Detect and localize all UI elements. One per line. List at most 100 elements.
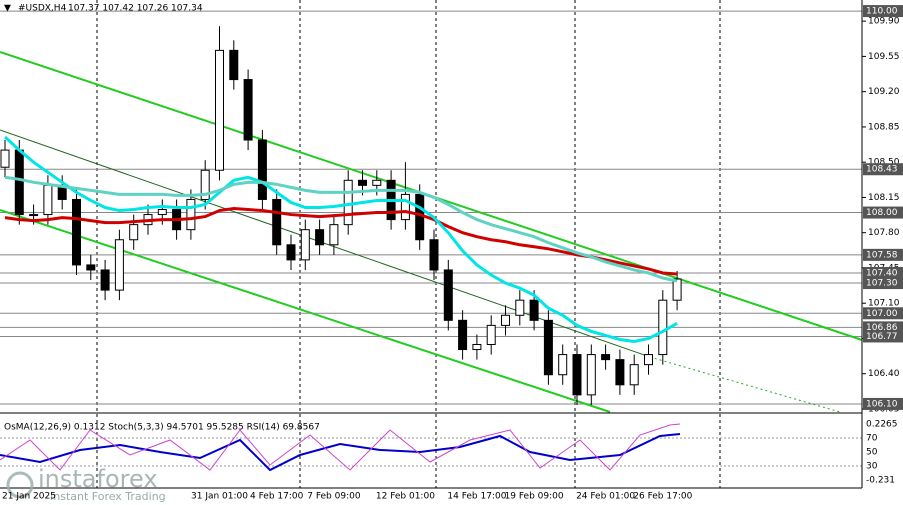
y-tick-label: 108.50 — [868, 158, 900, 168]
levels — [0, 10, 862, 405]
x-tick-label: 26 Feb 17:00 — [633, 492, 692, 502]
candle-body — [114, 239, 124, 291]
candle-body — [472, 344, 482, 351]
candle-body — [443, 269, 453, 321]
candle-body — [400, 193, 410, 221]
y-tick-label: 109.90 — [868, 17, 900, 27]
candle-body — [72, 198, 81, 266]
candle-body — [14, 149, 24, 216]
x-tick-label: 12 Feb 01:00 — [376, 492, 435, 502]
candle-body — [629, 364, 639, 386]
level-box — [863, 248, 903, 261]
candle-body — [257, 139, 267, 200]
candle-body — [672, 278, 682, 301]
candle-body — [358, 179, 367, 186]
level-label: 107.00 — [866, 309, 898, 319]
x-tick-label: 4 Feb 17:00 — [250, 492, 304, 502]
candle-body — [315, 229, 325, 246]
candle-body — [29, 214, 39, 217]
level-box — [863, 330, 903, 343]
menu-arrow[interactable]: ▼ — [4, 4, 11, 14]
candle-body — [372, 179, 382, 186]
x-tick-label: 21 Jan 2025 — [2, 492, 56, 502]
candle-body — [572, 354, 582, 396]
moving-average — [4, 175, 678, 283]
x-tick-label: 24 Feb 01:00 — [576, 492, 635, 502]
candle-body — [229, 49, 239, 81]
candle-body — [429, 239, 439, 271]
level-label: 107.58 — [866, 250, 898, 260]
indicator-title: OsMA(12,26,9) 0.1312 Stoch(5,3,3) 94.570… — [4, 423, 320, 433]
candle-body — [0, 149, 10, 168]
level-box — [863, 266, 903, 279]
candle-body — [272, 198, 282, 246]
candle-body — [329, 224, 339, 246]
candle-body — [186, 198, 196, 231]
candle-body — [644, 354, 653, 366]
candle-body — [243, 79, 253, 141]
level-box — [863, 307, 903, 320]
candle-body — [601, 354, 611, 361]
candle-body — [501, 314, 510, 326]
candle-body — [200, 169, 210, 200]
watermark: instaforex Instant Forex Trading — [6, 465, 166, 503]
candle-body — [558, 354, 568, 376]
candle-body — [515, 299, 525, 316]
candle-body — [658, 299, 668, 356]
indicator-scale: 50 — [866, 448, 878, 458]
candle-body — [215, 49, 224, 171]
candle-body — [157, 209, 167, 216]
y-tick-label: 109.20 — [868, 87, 900, 97]
level-label: 107.30 — [866, 279, 898, 289]
level-box — [863, 163, 903, 176]
x-tick-label: 7 Feb 09:00 — [307, 492, 361, 502]
candle-body — [129, 224, 139, 241]
y-tick-label: 107.80 — [868, 228, 900, 238]
candle-body — [458, 319, 468, 351]
indicator-scale: 0.2265 — [866, 420, 898, 430]
moving-average — [4, 207, 678, 276]
y-tick-label: 107.10 — [868, 299, 900, 309]
indicator-scale: -0.231 — [866, 476, 895, 486]
candle-body — [300, 229, 310, 261]
level-label: 107.40 — [866, 268, 898, 278]
ohlc-header: 107.37 107.42 107.26 107.34 — [68, 4, 203, 14]
candle-body — [586, 354, 596, 396]
level-label: 108.43 — [866, 165, 898, 175]
candle-body — [286, 244, 296, 261]
x-tick-label: 19 Feb 09:00 — [505, 492, 564, 502]
candle-body — [100, 269, 110, 291]
level-box — [863, 321, 903, 334]
level-box — [863, 5, 903, 18]
y-tick-label: 106.40 — [868, 369, 900, 379]
level-label: 108.00 — [866, 208, 898, 218]
indicator-scale: 30 — [866, 462, 878, 472]
candle-body — [543, 319, 553, 376]
candle-body — [43, 184, 53, 216]
level-label: 106.86 — [866, 323, 898, 333]
x-tick-label: 31 Jan 01:00 — [191, 492, 248, 502]
x-tick-label: 14 Feb 17:00 — [447, 492, 506, 502]
indicator-panel — [0, 423, 862, 472]
candle-body — [86, 264, 96, 271]
watermark-tagline: Instant Forex Trading — [50, 490, 166, 503]
y-tick-label: 108.15 — [868, 193, 900, 203]
level-box — [863, 206, 903, 219]
indicator-scale: 70 — [866, 434, 878, 444]
candle-body — [615, 359, 625, 386]
y-tick-label: 109.55 — [868, 52, 900, 62]
candle-body — [343, 179, 353, 226]
plot — [0, 26, 682, 405]
candle-body — [529, 299, 539, 321]
watermark-brand: instaforex — [38, 465, 158, 493]
moving-average — [3, 135, 678, 344]
level-label: 110.00 — [866, 7, 898, 17]
level-label: 106.77 — [866, 332, 898, 342]
level-box — [863, 397, 903, 410]
level-label: 106.10 — [866, 399, 898, 409]
y-tick-label: 108.85 — [868, 122, 900, 132]
candle-body — [486, 324, 496, 346]
level-box — [863, 277, 903, 290]
